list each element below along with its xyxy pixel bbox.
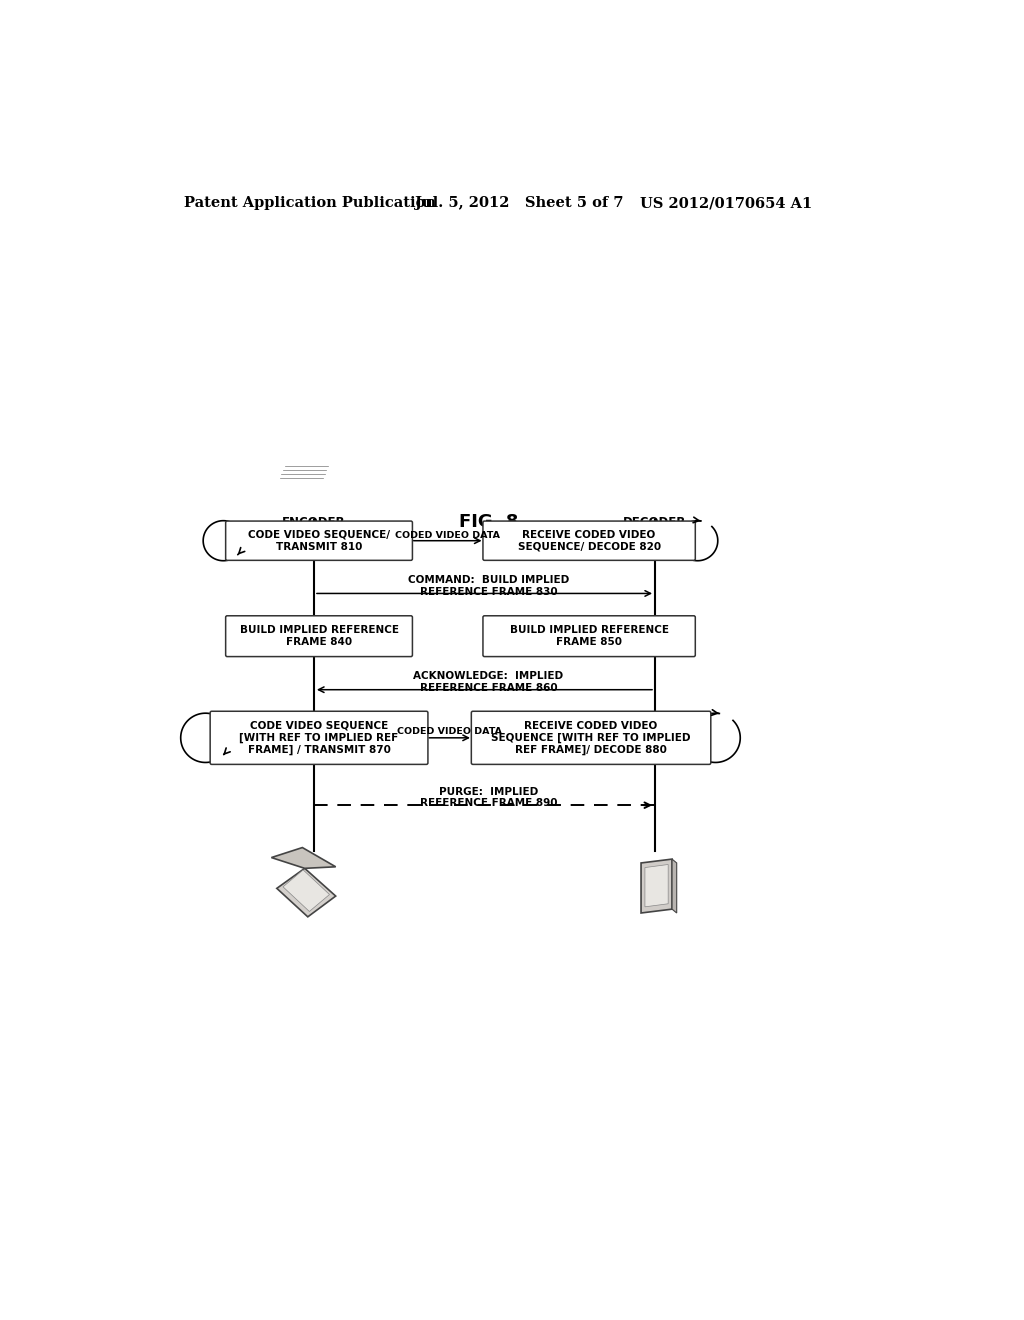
Polygon shape [641, 859, 672, 913]
Text: CODE VIDEO SEQUENCE
[WITH REF TO IMPLIED REF
FRAME] / TRANSMIT 870: CODE VIDEO SEQUENCE [WITH REF TO IMPLIED… [240, 721, 398, 755]
Polygon shape [276, 869, 336, 917]
Text: COMMAND:  BUILD IMPLIED
REFERENCE FRAME 830: COMMAND: BUILD IMPLIED REFERENCE FRAME 8… [408, 576, 569, 597]
Text: Jul. 5, 2012   Sheet 5 of 7: Jul. 5, 2012 Sheet 5 of 7 [415, 197, 624, 210]
Text: DECODER: DECODER [624, 516, 687, 529]
Text: CODE VIDEO SEQUENCE/
TRANSMIT 810: CODE VIDEO SEQUENCE/ TRANSMIT 810 [248, 529, 390, 552]
Text: BUILD IMPLIED REFERENCE
FRAME 840: BUILD IMPLIED REFERENCE FRAME 840 [240, 626, 398, 647]
FancyBboxPatch shape [483, 615, 695, 656]
Text: ACKNOWLEDGE:  IMPLIED
REFERENCE FRAME 860: ACKNOWLEDGE: IMPLIED REFERENCE FRAME 860 [414, 671, 563, 693]
FancyBboxPatch shape [483, 521, 695, 561]
FancyBboxPatch shape [225, 521, 413, 561]
Text: ENCODER: ENCODER [283, 516, 346, 529]
FancyBboxPatch shape [225, 615, 413, 656]
Text: CODED VIDEO DATA: CODED VIDEO DATA [395, 531, 500, 540]
Text: RECEIVE CODED VIDEO
SEQUENCE/ DECODE 820: RECEIVE CODED VIDEO SEQUENCE/ DECODE 820 [517, 529, 660, 552]
Polygon shape [672, 859, 677, 913]
Polygon shape [645, 865, 669, 907]
FancyBboxPatch shape [471, 711, 711, 764]
Text: CODED VIDEO DATA: CODED VIDEO DATA [397, 727, 502, 737]
Text: PURGE:  IMPLIED
REFERENCE FRAME 890: PURGE: IMPLIED REFERENCE FRAME 890 [420, 787, 557, 808]
FancyBboxPatch shape [210, 711, 428, 764]
Polygon shape [271, 847, 336, 869]
Text: Patent Application Publication: Patent Application Publication [183, 197, 436, 210]
Text: FIG. 8: FIG. 8 [459, 512, 518, 531]
Text: US 2012/0170654 A1: US 2012/0170654 A1 [640, 197, 812, 210]
Text: RECEIVE CODED VIDEO
SEQUENCE [WITH REF TO IMPLIED
REF FRAME]/ DECODE 880: RECEIVE CODED VIDEO SEQUENCE [WITH REF T… [492, 721, 691, 755]
Text: BUILD IMPLIED REFERENCE
FRAME 850: BUILD IMPLIED REFERENCE FRAME 850 [510, 626, 669, 647]
Polygon shape [283, 870, 330, 911]
